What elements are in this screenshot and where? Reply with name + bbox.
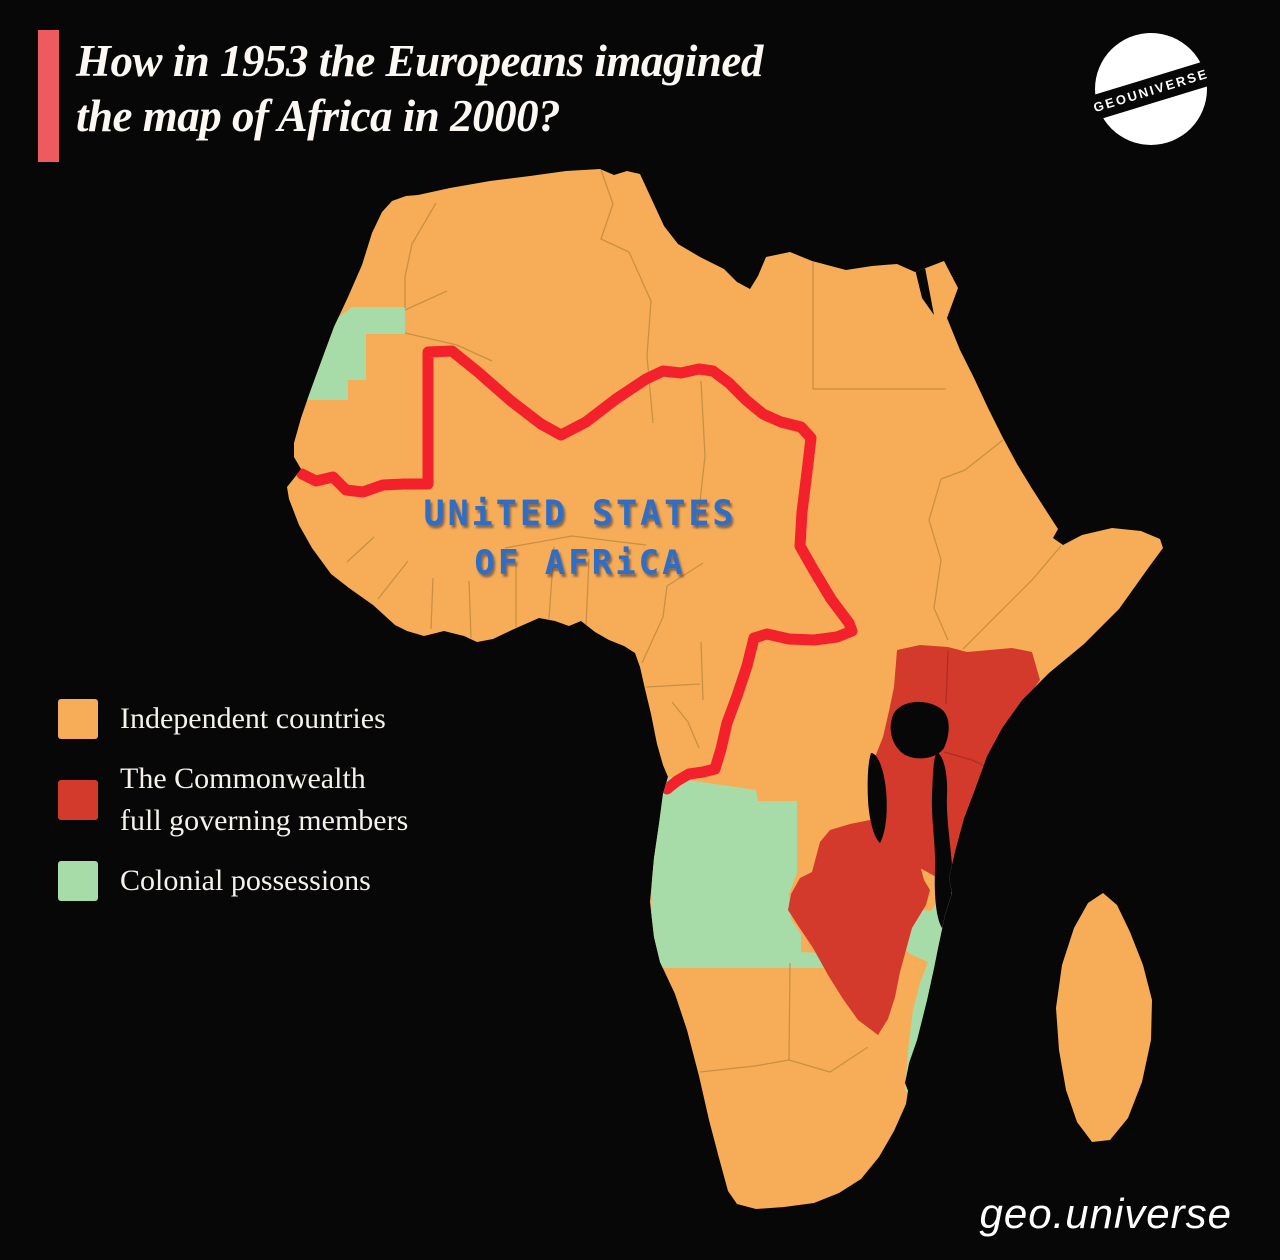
- page-title: How in 1953 the Europeans imagined the m…: [76, 34, 976, 144]
- legend-item-colonial: Colonial possessions: [58, 860, 408, 902]
- legend-item-independent: Independent countries: [58, 698, 408, 740]
- geouniverse-logo: GEOUNIVERSE: [1070, 33, 1232, 145]
- gulf-of-suez: [913, 257, 934, 315]
- lake-victoria: [890, 701, 949, 759]
- legend-item-commonwealth: The Commonwealth full governing members: [58, 758, 408, 842]
- legend-label: Colonial possessions: [120, 864, 371, 897]
- usa-label-line-1: UNiTED STATES: [423, 494, 737, 534]
- lake-tanganyika: [867, 753, 887, 843]
- legend-label: The Commonwealth full governing members: [120, 762, 409, 837]
- legend-swatch-red: [58, 780, 98, 820]
- usa-map-label: UNiTED STATES OF AFRiCA: [370, 494, 790, 583]
- country-borders: [346, 169, 1062, 1073]
- region-spanish-sahara: [299, 307, 405, 400]
- legend-swatch-orange: [58, 699, 98, 739]
- lake-malawi: [931, 752, 953, 928]
- legend: Independent countries The Commonwealth f…: [58, 698, 408, 902]
- title-line-1: How in 1953 the Europeans imagined: [76, 36, 763, 86]
- continent-shape: [287, 169, 1163, 1209]
- watermark: geo.universe: [979, 1190, 1232, 1237]
- region-angola: [650, 775, 838, 968]
- usa-boundary-line: [296, 345, 858, 795]
- usa-label-line-2: OF AFRiCA: [474, 543, 686, 583]
- title-line-2: the map of Africa in 2000?: [76, 90, 561, 141]
- region-rhodesia-commonwealth: [788, 820, 930, 1035]
- legend-label: Independent countries: [120, 702, 386, 735]
- legend-swatch-green: [58, 861, 98, 901]
- title-accent-bar: [38, 30, 59, 162]
- lakes: [867, 257, 953, 928]
- madagascar-shape: [1056, 893, 1152, 1142]
